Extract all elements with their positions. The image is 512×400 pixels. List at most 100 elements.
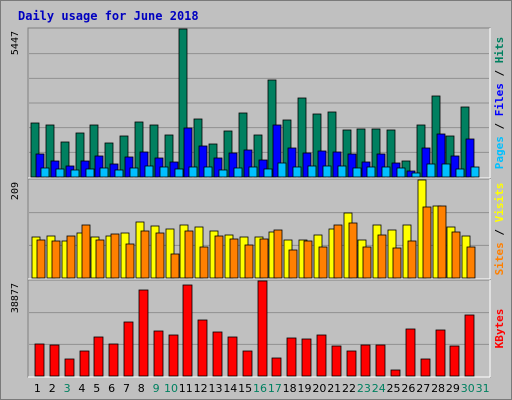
sites-bar-day-12 [199, 246, 209, 279]
legend-part: / [493, 222, 506, 242]
pages-bar-day-8 [144, 165, 154, 178]
kbytes-bar-day-24 [375, 344, 386, 377]
files-bar-day-16 [258, 159, 268, 178]
files-bar-day-18 [287, 147, 297, 178]
day-label-13: 13 [208, 382, 222, 395]
files-bar-day-8 [139, 151, 149, 178]
day-label-27: 27 [416, 382, 430, 395]
hits-bar-day-15 [238, 112, 248, 178]
day-label-3: 3 [64, 382, 71, 395]
hits-bar-day-22 [342, 129, 352, 178]
sites-bar-day-20 [318, 246, 328, 279]
files-bar-day-19 [302, 152, 312, 178]
sites-bar-day-19 [303, 240, 313, 279]
legend-part: / [493, 116, 506, 136]
visits-sites-ymax-label: 209 [10, 182, 21, 200]
day-label-31: 31 [476, 382, 490, 395]
sites-bar-day-9 [155, 232, 165, 279]
legend-part: Pages [493, 136, 506, 169]
sites-bar-day-16 [259, 238, 269, 279]
hits-bar-day-16 [253, 134, 263, 178]
pages-bar-day-24 [381, 166, 391, 178]
sites-bar-day-23 [362, 246, 372, 279]
files-bar-day-27 [421, 147, 431, 178]
sites-bar-day-1 [36, 239, 46, 279]
hits-bar-day-6 [104, 142, 114, 178]
pages-bar-day-2 [55, 168, 65, 178]
hits-bar-day-25 [386, 129, 396, 178]
kbytes-bar-day-11 [182, 284, 193, 377]
day-label-14: 14 [223, 382, 237, 395]
day-label-10: 10 [164, 382, 178, 395]
kbytes-bar-day-1 [34, 343, 45, 377]
pages-bar-day-7 [129, 167, 139, 178]
day-label-4: 4 [78, 382, 85, 395]
sites-bar-day-2 [51, 240, 61, 279]
legend-part: Sites [493, 242, 506, 275]
files-bar-day-1 [35, 153, 45, 178]
pages-bar-day-11 [188, 166, 198, 178]
day-label-6: 6 [108, 382, 115, 395]
legend-part: Hits [493, 37, 506, 64]
kbytes-bar-day-27 [420, 358, 431, 377]
files-bar-day-5 [94, 155, 104, 178]
day-label-24: 24 [372, 382, 386, 395]
hits-bar-day-8 [134, 121, 144, 178]
day-label-19: 19 [298, 382, 312, 395]
pages-bar-day-25 [396, 167, 406, 178]
files-bar-day-12 [198, 145, 208, 178]
visits-sites-legend-label: Sites / Visits [493, 183, 506, 276]
pages-files-hits-ymax-label: 5447 [10, 31, 21, 55]
visits-bar-day-10 [165, 228, 175, 279]
day-label-23: 23 [357, 382, 371, 395]
sites-bar-day-6 [110, 233, 120, 279]
files-bar-day-24 [376, 153, 386, 178]
chart-title: Daily usage for June 2018 [18, 9, 199, 23]
files-bar-day-22 [347, 153, 357, 178]
pages-bar-day-6 [114, 169, 124, 178]
kbytes-bar-day-6 [108, 343, 119, 377]
files-bar-day-29 [450, 155, 460, 178]
sites-bar-day-30 [466, 246, 476, 279]
legend-part: KBytes [493, 309, 506, 349]
sites-bar-day-26 [407, 240, 417, 279]
day-label-2: 2 [49, 382, 56, 395]
sites-bar-day-3 [66, 235, 76, 279]
kbytes-bar-day-12 [197, 319, 208, 377]
pages-bar-day-20 [322, 165, 332, 178]
kbytes-bar-day-26 [405, 328, 416, 377]
day-label-17: 17 [268, 382, 282, 395]
pages-bar-day-18 [292, 166, 302, 178]
sites-bar-day-4 [81, 224, 91, 279]
pages-bar-day-23 [366, 166, 376, 178]
sites-bar-day-25 [392, 247, 402, 279]
kbytes-bar-day-9 [153, 330, 164, 377]
day-label-25: 25 [387, 382, 401, 395]
kbytes-bar-day-29 [449, 345, 460, 377]
kbytes-bar-day-4 [79, 350, 90, 377]
sites-bar-day-17 [273, 229, 283, 279]
day-label-30: 30 [461, 382, 475, 395]
kbytes-bar-day-13 [212, 331, 223, 377]
sites-bar-day-18 [288, 249, 298, 279]
day-label-8: 8 [138, 382, 145, 395]
pages-bar-day-26 [411, 172, 421, 178]
pages-bar-day-12 [203, 166, 213, 178]
hits-bar-day-9 [149, 124, 159, 178]
pages-bar-day-10 [174, 168, 184, 178]
hits-bar-day-24 [371, 128, 381, 178]
day-label-7: 7 [123, 382, 130, 395]
pages-bar-day-14 [233, 167, 243, 178]
legend-part: / [493, 63, 506, 83]
day-label-15: 15 [238, 382, 252, 395]
pages-bar-day-5 [99, 167, 109, 178]
sites-bar-day-8 [140, 230, 150, 279]
legend-part: Files [493, 83, 506, 116]
pages-bar-day-15 [248, 166, 258, 178]
kbytes-bar-day-23 [360, 344, 371, 377]
kbytes-bar-day-25 [390, 369, 401, 377]
kbytes-bar-day-2 [49, 344, 60, 377]
pages-bar-day-4 [85, 168, 95, 178]
kbytes-bar-day-22 [346, 350, 357, 377]
